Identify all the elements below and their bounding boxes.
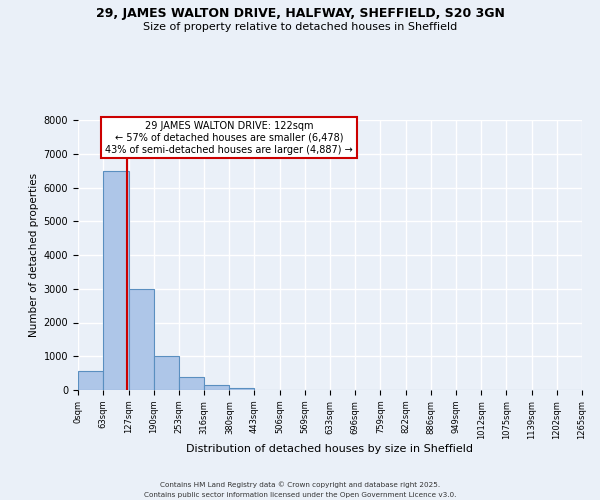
Y-axis label: Number of detached properties: Number of detached properties (29, 173, 40, 337)
Text: Size of property relative to detached houses in Sheffield: Size of property relative to detached ho… (143, 22, 457, 32)
Bar (229, 388, 254, 390)
Bar (78, 372, 103, 390)
Bar (179, 377, 204, 390)
Text: Contains public sector information licensed under the Open Government Licence v3: Contains public sector information licen… (144, 492, 456, 498)
X-axis label: Distribution of detached houses by size in Sheffield: Distribution of detached houses by size … (187, 444, 473, 454)
Bar (103, 172, 128, 390)
Text: 29 JAMES WALTON DRIVE: 122sqm
← 57% of detached houses are smaller (6,478)
43% o: 29 JAMES WALTON DRIVE: 122sqm ← 57% of d… (106, 122, 353, 154)
Bar (204, 384, 229, 390)
Text: 29, JAMES WALTON DRIVE, HALFWAY, SHEFFIELD, S20 3GN: 29, JAMES WALTON DRIVE, HALFWAY, SHEFFIE… (95, 8, 505, 20)
Bar (154, 356, 179, 390)
Bar (128, 289, 154, 390)
Text: Contains HM Land Registry data © Crown copyright and database right 2025.: Contains HM Land Registry data © Crown c… (160, 481, 440, 488)
